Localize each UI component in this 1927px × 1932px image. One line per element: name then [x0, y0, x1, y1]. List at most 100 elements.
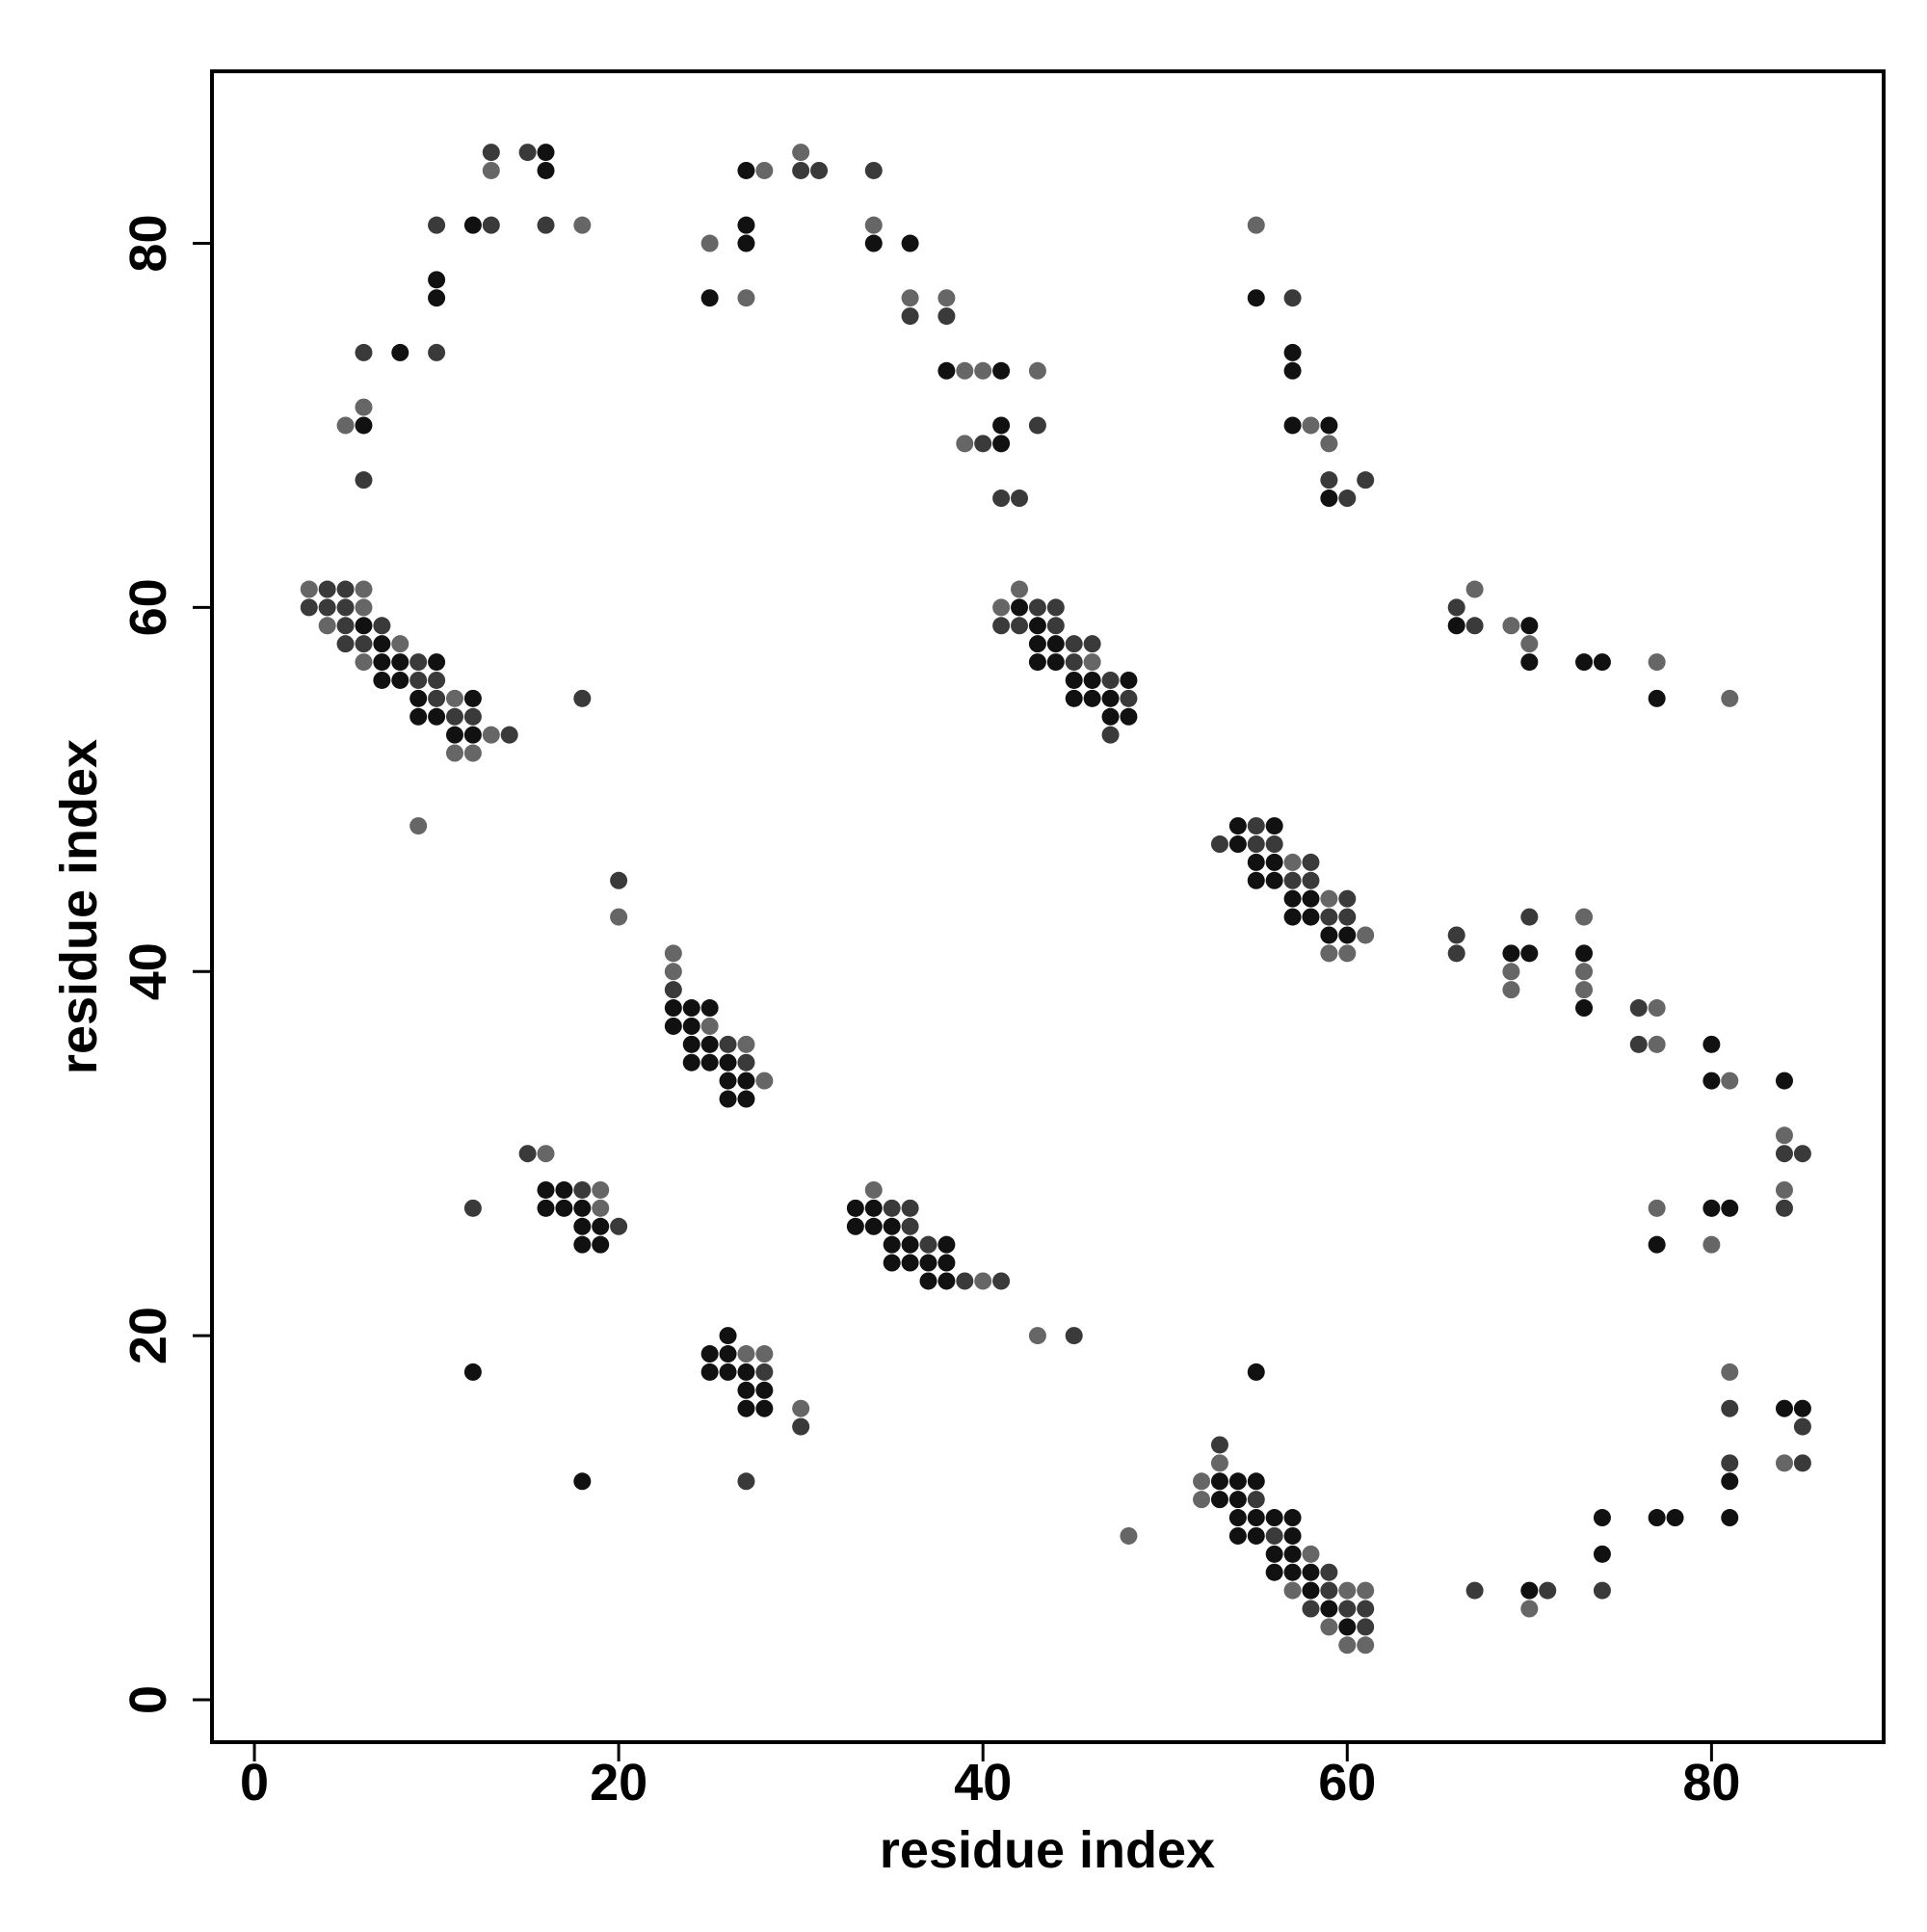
- point: [537, 161, 555, 179]
- point: [409, 707, 428, 726]
- point: [1447, 944, 1465, 963]
- point: [682, 1053, 700, 1072]
- point: [901, 1235, 919, 1254]
- point: [1247, 289, 1265, 307]
- point: [883, 1217, 901, 1235]
- point: [1210, 835, 1228, 854]
- point: [1247, 817, 1265, 835]
- point: [1101, 689, 1120, 707]
- point: [428, 707, 446, 726]
- point: [573, 1472, 592, 1491]
- point: [1265, 1509, 1283, 1527]
- point: [373, 671, 391, 689]
- point: [355, 653, 373, 672]
- point: [1721, 1399, 1739, 1417]
- point: [1265, 1563, 1283, 1581]
- point: [1320, 1618, 1338, 1636]
- point: [1320, 926, 1338, 944]
- point: [1011, 617, 1029, 635]
- point: [463, 726, 482, 744]
- point: [719, 1363, 737, 1381]
- point: [1593, 653, 1611, 672]
- point: [1357, 926, 1375, 944]
- point: [664, 999, 682, 1018]
- point: [700, 1017, 719, 1035]
- point: [1265, 835, 1283, 854]
- point: [445, 744, 463, 762]
- point: [700, 1035, 719, 1053]
- point: [919, 1272, 937, 1290]
- x-tick-label: 80: [1682, 1754, 1740, 1812]
- point: [1520, 635, 1539, 653]
- point: [1575, 653, 1594, 672]
- point: [1247, 1472, 1265, 1491]
- point: [537, 1145, 555, 1163]
- point: [664, 944, 682, 963]
- point: [1302, 1600, 1320, 1618]
- point: [500, 726, 518, 744]
- point: [664, 981, 682, 999]
- point: [428, 653, 446, 672]
- point: [592, 1199, 610, 1217]
- point: [1502, 944, 1520, 963]
- point: [1320, 435, 1338, 453]
- point: [391, 671, 409, 689]
- point: [1447, 926, 1465, 944]
- point: [1648, 1199, 1666, 1217]
- point: [901, 234, 919, 252]
- point: [1283, 853, 1302, 871]
- point: [409, 671, 428, 689]
- point: [1011, 580, 1029, 598]
- point: [1247, 216, 1265, 234]
- point: [1283, 361, 1302, 380]
- point: [1265, 1526, 1283, 1545]
- point: [355, 416, 373, 435]
- point: [1028, 617, 1046, 635]
- point: [1265, 853, 1283, 871]
- point: [1247, 1491, 1265, 1509]
- point: [355, 617, 373, 635]
- point: [792, 161, 810, 179]
- point: [901, 1254, 919, 1272]
- point: [1465, 617, 1484, 635]
- point: [1775, 1399, 1793, 1417]
- point: [391, 343, 409, 361]
- point: [1193, 1472, 1211, 1491]
- point: [1247, 1363, 1265, 1381]
- point: [355, 580, 373, 598]
- x-axis-title: residue index: [880, 1821, 1215, 1879]
- point: [1320, 1563, 1338, 1581]
- point: [700, 289, 719, 307]
- point: [428, 216, 446, 234]
- point: [1265, 1545, 1283, 1563]
- point: [1083, 689, 1101, 707]
- point: [1520, 1581, 1539, 1600]
- point: [1593, 1509, 1611, 1527]
- point: [1721, 1072, 1739, 1090]
- point: [1247, 1526, 1265, 1545]
- point: [336, 617, 355, 635]
- point: [1228, 1472, 1247, 1491]
- point: [1302, 1581, 1320, 1600]
- point: [463, 744, 482, 762]
- point: [1101, 726, 1120, 744]
- point: [1575, 944, 1594, 963]
- point: [1703, 1235, 1721, 1254]
- point: [992, 617, 1011, 635]
- point: [1793, 1454, 1811, 1472]
- point: [463, 707, 482, 726]
- point: [1721, 1199, 1739, 1217]
- point: [937, 307, 956, 326]
- point: [1265, 817, 1283, 835]
- point: [1593, 1545, 1611, 1563]
- point: [1502, 963, 1520, 981]
- point: [592, 1217, 610, 1235]
- point: [1283, 908, 1302, 926]
- point: [719, 1327, 737, 1345]
- point: [1338, 490, 1357, 508]
- point: [1775, 1072, 1793, 1090]
- point: [664, 963, 682, 981]
- point: [755, 1381, 774, 1399]
- point: [1210, 1454, 1228, 1472]
- point: [1703, 1199, 1721, 1217]
